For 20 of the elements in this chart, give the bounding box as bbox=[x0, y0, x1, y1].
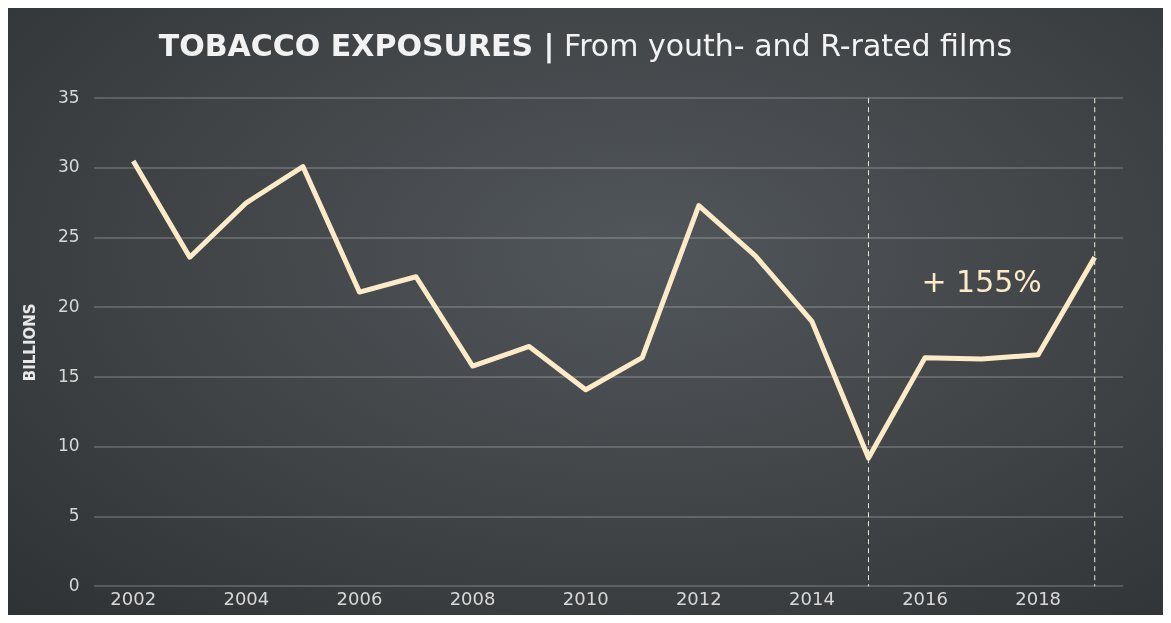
annotation: + 155% bbox=[921, 263, 1042, 299]
x-tick-label: 2006 bbox=[336, 587, 383, 609]
y-tick-label: 25 bbox=[57, 226, 80, 247]
y-tick-label: 35 bbox=[57, 86, 80, 107]
y-tick-label: 10 bbox=[57, 435, 80, 456]
x-tick-label: 2010 bbox=[562, 587, 609, 609]
y-tick-label: 20 bbox=[57, 295, 80, 316]
y-tick-label: 15 bbox=[57, 365, 80, 386]
y-tick-label: 0 bbox=[68, 574, 80, 595]
x-tick-label: 2008 bbox=[449, 587, 496, 609]
y-tick-label: 30 bbox=[57, 156, 80, 177]
x-tick-label: 2018 bbox=[1015, 587, 1062, 609]
y-tick-label: 5 bbox=[68, 505, 80, 526]
x-tick-label: 2012 bbox=[675, 587, 722, 609]
y-axis-title: BILLIONS bbox=[20, 303, 39, 382]
x-tick-label: 2016 bbox=[902, 587, 948, 609]
x-tick-label: 2014 bbox=[789, 587, 835, 609]
x-tick-label: 2004 bbox=[223, 587, 270, 609]
x-tick-label: 2002 bbox=[110, 587, 157, 609]
chart-title: TOBACCO EXPOSURES | From youth- and R-rated films bbox=[157, 27, 1014, 66]
